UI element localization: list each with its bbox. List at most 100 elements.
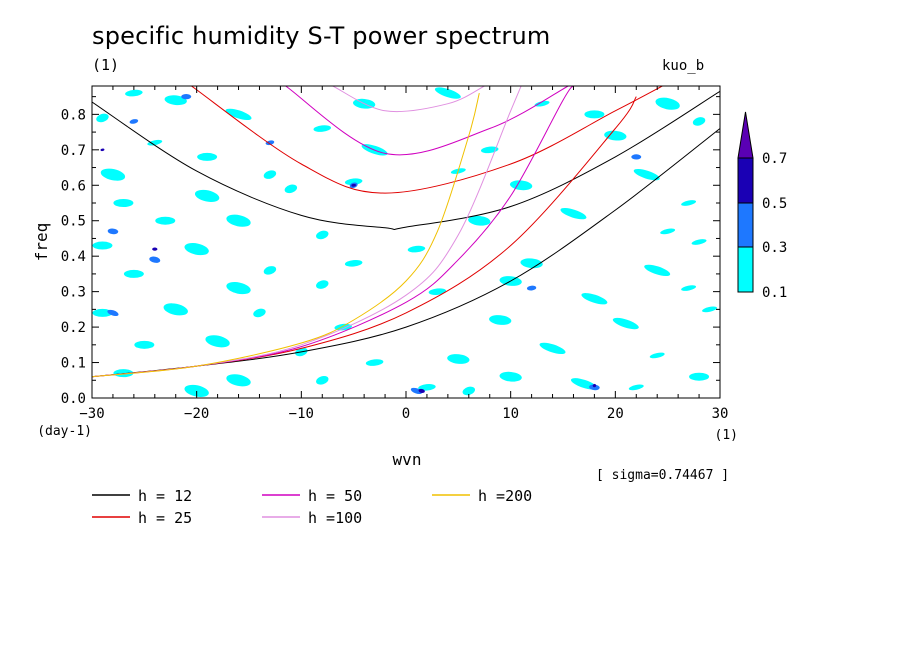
patch-level-1 [560, 207, 587, 220]
x-tick-label: −10 [289, 406, 314, 422]
patch-level-1 [123, 269, 144, 278]
patch-level-1 [468, 215, 491, 226]
curve-25-inertia-gravity [191, 86, 663, 194]
patch-level-1 [644, 264, 671, 277]
patch-level-1 [197, 152, 218, 161]
patch-level-1 [316, 230, 329, 240]
colorbar-level-label: 0.1 [762, 285, 787, 301]
patch-level-1 [316, 375, 329, 385]
x-tick-label: 0 [402, 406, 410, 422]
patch-level-1 [147, 139, 163, 146]
legend-label: h = 25 [138, 509, 192, 527]
patch-level-2 [631, 154, 642, 160]
colorbar-level-label: 0.7 [762, 151, 787, 167]
patch-level-1 [509, 180, 533, 191]
patch-level-1 [134, 340, 155, 349]
x-axis-label: wvn [393, 450, 422, 469]
patch-level-1 [604, 130, 627, 141]
plot-frame [91, 85, 721, 399]
patch-level-1 [184, 243, 209, 256]
y-tick-label: 0.8 [61, 107, 86, 123]
patch-level-3 [152, 247, 158, 251]
patch-level-1 [344, 178, 363, 186]
patch-level-1 [489, 315, 512, 325]
patch-level-1 [164, 95, 187, 106]
patch-level-1 [692, 117, 706, 126]
colorbar: 0.1 0.3 0.5 0.7 [737, 111, 787, 301]
patch-level-3 [100, 148, 105, 152]
patch-level-1 [612, 317, 639, 330]
curve-100-inertia-gravity [332, 86, 485, 113]
patch-level-1 [633, 168, 660, 181]
patch-level-1 [681, 200, 697, 206]
colorbar-segment-high [737, 157, 754, 204]
patch-level-1 [96, 113, 109, 123]
legend: h = 12 h = 25 h = 50 h =100 h =200 [92, 487, 532, 527]
patch-level-2 [526, 285, 537, 291]
legend-label: h = 12 [138, 487, 192, 505]
patch-level-1 [649, 352, 665, 359]
model-name-label: kuo_b [662, 58, 705, 74]
y-tick-label: 0.6 [61, 178, 86, 194]
patch-level-2 [181, 94, 192, 100]
patch-level-1 [434, 87, 461, 99]
x-tick-label: 30 [712, 406, 729, 422]
patch-level-1 [113, 369, 134, 378]
patch-level-1 [92, 241, 113, 250]
patch-level-1 [418, 384, 436, 391]
x-tick-label: 20 [607, 406, 624, 422]
x-tick-label: −30 [79, 406, 104, 422]
patch-level-1 [113, 199, 134, 207]
y-tick-label: 0.7 [61, 143, 86, 159]
patch-level-1 [100, 168, 126, 181]
patch-level-1 [184, 384, 209, 397]
patch-level-1 [539, 342, 566, 355]
patch-level-1 [691, 239, 707, 245]
patch-level-1 [655, 97, 680, 110]
patch-level-1 [520, 258, 543, 269]
shaded-patches [92, 87, 717, 397]
legend-label: h = 50 [308, 487, 362, 505]
curve-100-kelvin-like [92, 86, 522, 378]
patch-level-1 [628, 384, 644, 391]
y-axis-label: freq [32, 223, 51, 262]
axis-ticks: −30 −20 −10 0 10 20 30 0.0 0.1 0.2 0.3 0.4 0.5 0.6 0.7… [61, 86, 729, 422]
curve-12-kelvin-like [92, 128, 720, 378]
patch-level-1 [365, 359, 384, 366]
patch-level-1 [253, 308, 266, 318]
patch-level-1 [499, 371, 522, 382]
patch-level-1 [689, 372, 710, 381]
patch-level-1 [155, 216, 176, 225]
chart-title: specific humidity S-T power spectrum [92, 22, 551, 50]
patch-level-3 [592, 383, 597, 388]
patch-level-1 [462, 386, 476, 396]
y-tick-label: 0.5 [61, 214, 86, 230]
patch-level-1 [284, 184, 298, 194]
patch-level-3 [418, 388, 425, 393]
patch-level-1 [407, 245, 426, 253]
patch-level-1 [702, 306, 717, 313]
patch-level-2 [107, 309, 119, 316]
field-unit-label: (1) [92, 56, 120, 74]
patch-level-1 [534, 100, 550, 107]
y-tick-label: 0.3 [61, 285, 86, 301]
x-tick-label: 10 [502, 406, 519, 422]
patch-level-1 [447, 354, 470, 364]
patch-level-2 [149, 256, 161, 263]
x-unit-label: (1) [715, 428, 738, 443]
patch-level-2 [107, 228, 119, 235]
dispersion-curves [92, 86, 720, 378]
patch-level-1 [226, 374, 251, 387]
legend-label: h =100 [308, 509, 362, 527]
curve-200-kelvin-like [92, 92, 480, 378]
y-tick-label: 0.2 [61, 320, 86, 336]
x-tick-label: −20 [184, 406, 209, 422]
patch-level-1 [194, 189, 220, 202]
patch-level-1 [660, 228, 676, 235]
patch-level-1 [125, 89, 143, 97]
sigma-note: [ sigma=0.74467 ] [596, 468, 730, 483]
colorbar-segment-low [737, 246, 754, 293]
patch-level-1 [263, 266, 277, 275]
patch-level-1 [313, 125, 332, 132]
